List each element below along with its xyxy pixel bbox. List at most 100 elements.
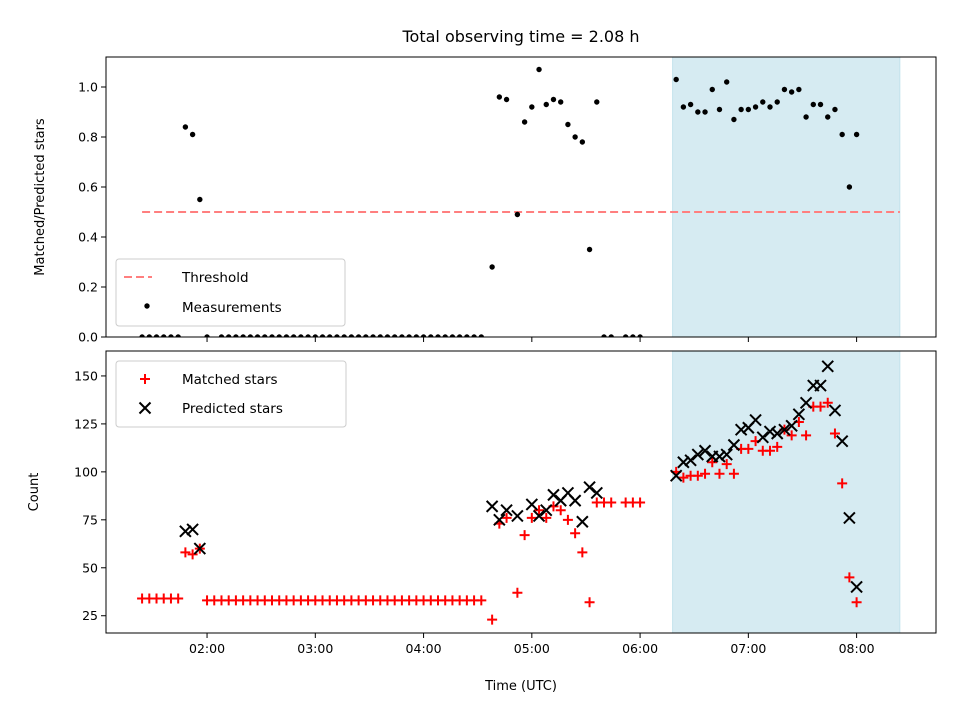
measurement-point: [622, 334, 629, 337]
measurement-point: [781, 86, 788, 93]
x-tick-label: 06:00: [622, 641, 658, 656]
measurement-point: [413, 334, 420, 337]
measurement-point: [327, 334, 333, 337]
y-tick-label: 0.2: [78, 280, 98, 295]
matched-star-point: [678, 472, 689, 483]
predicted-star-point: [485, 500, 499, 513]
predicted-star-point: [540, 504, 553, 517]
matched-star-point: [541, 512, 552, 523]
y-tick-label: 75: [82, 512, 98, 527]
measurement-point: [832, 106, 838, 113]
measurement-point: [247, 334, 254, 337]
matched-star-point: [519, 530, 530, 541]
matched-star-point: [721, 459, 732, 470]
chart-title: Total observing time = 2.08 h: [401, 27, 639, 46]
matched-star-point: [765, 445, 775, 456]
matched-star-point: [707, 457, 718, 468]
matched-star-point: [173, 593, 184, 604]
measurement-point: [161, 334, 167, 337]
matched-star-point: [555, 505, 566, 516]
measurement-point: [391, 334, 398, 337]
legend-measurement-label: Measurements: [182, 300, 282, 316]
predicted-star-point: [771, 427, 784, 440]
measurement-point: [254, 334, 261, 337]
measurement-point: [637, 334, 643, 337]
x-tick-label: 03:00: [297, 641, 333, 656]
series-measurements: [139, 66, 860, 337]
axes-frame: [105, 56, 937, 338]
measurement-point: [572, 134, 578, 140]
measurement-point: [146, 334, 153, 337]
measurement-point: [745, 106, 752, 113]
measurement-point: [471, 334, 477, 337]
measurement-point: [197, 196, 203, 203]
predicted-star-point: [193, 542, 207, 555]
bottom-panel: 25 50 75 100 125 150 02:00 03:00 04:00 05:00 06:00…: [27, 350, 937, 656]
measurement-point: [825, 114, 831, 120]
measurement-point: [355, 334, 362, 337]
predicted-star-point: [756, 431, 769, 444]
y-tick-label: 100: [74, 464, 98, 479]
measurement-point: [182, 124, 189, 130]
predicted-star-point: [684, 454, 697, 467]
predicted-star-point: [511, 509, 524, 523]
y-tick-label: 0.0: [78, 330, 98, 345]
measurement-point: [168, 334, 174, 337]
measurement-point: [608, 334, 614, 337]
x-tick-label: 07:00: [730, 641, 766, 656]
measurement-point: [420, 334, 427, 337]
matched-star-point: [512, 587, 523, 598]
x-tick-label: 05:00: [514, 641, 550, 656]
measurement-point: [601, 334, 607, 337]
legend-measurement-swatch: [144, 303, 150, 309]
matched-star-point: [577, 547, 588, 558]
predicted-star-point: [547, 488, 560, 502]
measurement-point: [853, 131, 860, 138]
predicted-star-point: [493, 513, 506, 527]
legend-matched-swatch: [140, 374, 150, 384]
measurement-point: [442, 334, 448, 337]
legend-matched-label: Matched stars: [182, 372, 278, 388]
measurement-point: [449, 334, 456, 337]
measurement-point: [153, 334, 160, 337]
measurement-point: [305, 334, 311, 337]
matched-star-point: [187, 549, 198, 560]
measurement-point: [175, 334, 181, 337]
measurement-point: [225, 334, 232, 337]
observing-window-span: [672, 56, 901, 338]
legend-predicted-label: Predicted stars: [182, 401, 283, 417]
legend-box: [115, 360, 347, 428]
measurement-point: [731, 116, 737, 123]
measurement-point: [543, 101, 549, 108]
matched-star-point: [728, 468, 739, 479]
matched-star-point: [822, 397, 833, 408]
measurement-point: [680, 104, 687, 110]
measurement-point: [348, 334, 355, 337]
y-tick-label: 25: [82, 608, 98, 623]
predicted-star-point: [691, 448, 705, 461]
measurement-point: [283, 334, 290, 337]
matched-star-point: [487, 614, 498, 625]
measurement-point: [796, 86, 802, 93]
y-axis-label: Count: [27, 473, 42, 512]
measurement-point: [489, 264, 495, 270]
measurement-point: [586, 246, 593, 253]
measurement-point: [262, 334, 268, 337]
measurement-point: [290, 334, 297, 337]
predicted-star-point: [583, 480, 596, 494]
measurement-point: [464, 334, 470, 337]
predicted-star-point: [713, 450, 726, 463]
y-tick-label: 0.6: [78, 180, 98, 195]
predicted-star-point: [778, 423, 791, 436]
predicted-star-point: [500, 504, 513, 517]
matched-star-point: [829, 428, 840, 439]
legend: Threshold Measurements: [115, 258, 346, 327]
predicted-star-point: [677, 456, 690, 469]
measurement-point: [673, 76, 679, 83]
predicted-star-point: [179, 525, 192, 538]
measurement-point: [594, 99, 600, 105]
predicted-star-point: [727, 438, 741, 452]
measurement-point: [760, 99, 766, 105]
matched-star-point: [526, 512, 537, 523]
